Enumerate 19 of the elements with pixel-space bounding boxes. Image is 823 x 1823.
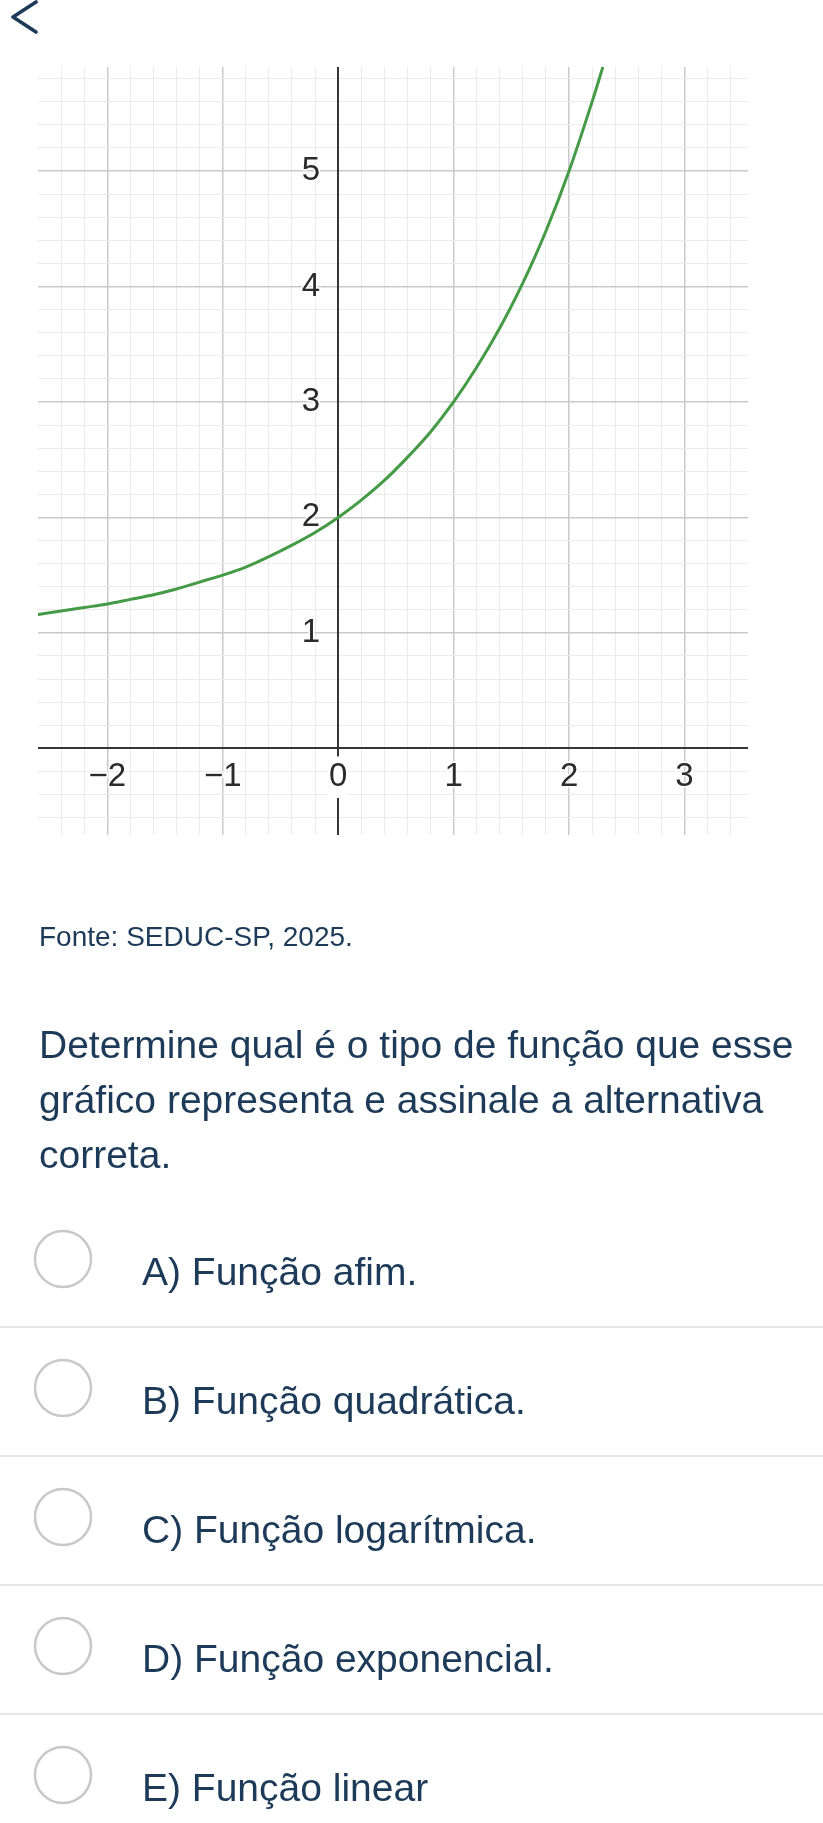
y-tick-label: 3 [301,381,321,419]
y-tick-label: 2 [301,496,321,534]
x-tick-label: 3 [675,756,694,794]
y-tick-label: 5 [301,150,321,188]
line-series [38,67,605,616]
x-tick-label: 1 [444,756,463,794]
x-tick-label: 2 [559,756,579,794]
y-tick-label: 4 [301,265,321,303]
y-tick-label: 1 [301,611,321,649]
text: E) Função linear [142,1766,429,1809]
text: A) Função afim. [142,1250,418,1293]
x-tick-label: −1 [203,756,242,794]
text: Determine qual é o tipo de função que esse gráfico representa e assinale a alternativa correta. [39,1022,795,1178]
x-tick-label: 0 [328,756,348,794]
text: D) Função exponencial. [142,1637,554,1680]
text: C) Função logarítmica. [142,1508,537,1551]
text: B) Função quadrática. [142,1379,526,1422]
source-note: Fonte: SEDUC-SP, 2025. [39,921,353,952]
x-tick-label: −2 [88,756,127,794]
